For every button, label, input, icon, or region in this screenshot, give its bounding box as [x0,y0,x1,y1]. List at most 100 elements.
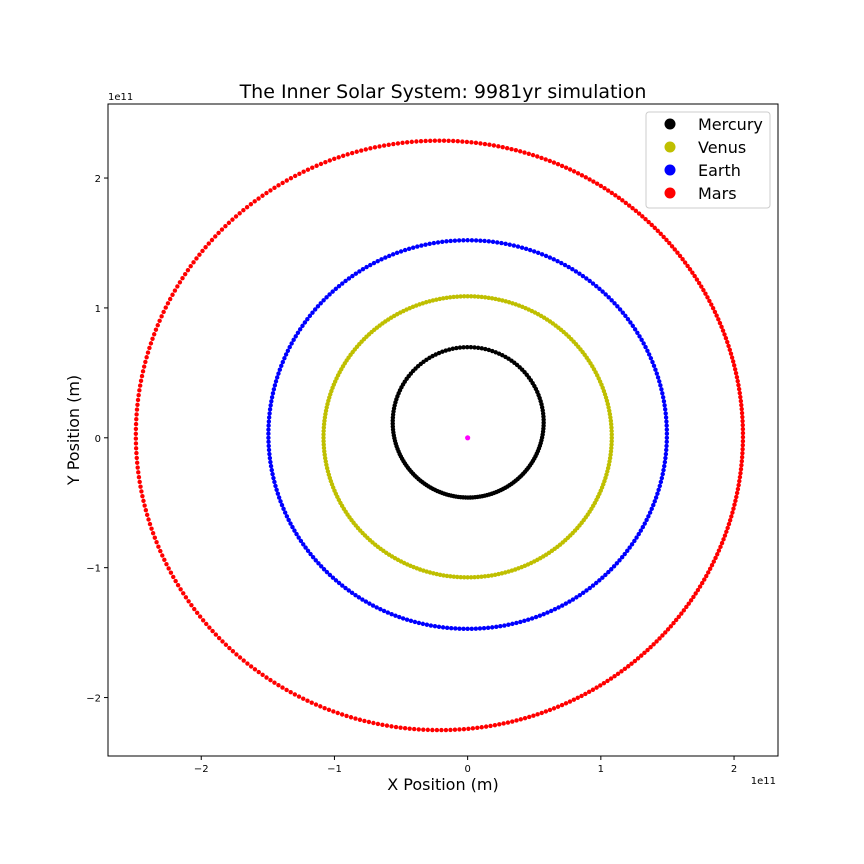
orbit-point [345,152,350,157]
orbit-point [353,592,358,598]
orbit-point [210,628,215,634]
orbit-point [609,442,614,447]
orbit-point [580,273,586,279]
orbit-point [136,470,141,475]
orbit-point [335,710,340,716]
orbit-point [461,626,466,632]
orbit-point [322,705,327,711]
orbit-point [371,720,376,726]
orbit-point [514,620,519,626]
orbit-point [420,621,426,627]
orbit-point [458,575,463,580]
orbit-point [709,302,714,307]
orbit-point [653,367,658,372]
orbit-point [692,273,697,279]
orbit-point [731,506,736,511]
orbit-point [148,341,154,346]
orbit-point [432,138,438,143]
orbit-point [346,588,351,593]
orbit-point [441,296,446,301]
orbit-point [571,169,577,174]
orbit-point [473,140,479,146]
orbit-point [647,510,653,515]
orbit-point [404,140,410,145]
orbit-point [434,727,440,733]
orbit-point [591,179,596,184]
orbit-point [384,723,390,728]
orbit-point [740,418,745,424]
orbit-point [716,317,721,322]
orbit-point [639,337,644,343]
orbit-point [608,418,614,424]
orbit-point [701,287,706,293]
series-earth [266,238,670,632]
orbit-point [685,263,690,269]
y-tick-label: −2 [86,694,101,705]
orbit-point [737,478,742,484]
orbit-point [307,313,313,319]
orbit-point [555,162,561,167]
orbit-point [586,689,592,695]
x-tick-label: 2 [731,764,737,775]
orbit-point [276,371,281,376]
orbit-point [153,327,159,332]
orbit-point [725,525,730,531]
orbit-point [267,411,272,416]
orbit-point [605,188,611,193]
orbit-point [664,237,669,243]
orbit-point [653,495,659,500]
orbit-point [609,435,614,440]
orbit-point [625,316,631,322]
orbit-point [607,411,613,417]
series-mercury [390,344,546,500]
orbit-point [539,252,545,257]
orbit-point [730,359,736,364]
orbit-point [321,438,326,444]
orbit-point [654,371,660,376]
orbit-point [664,423,669,428]
orbit-point [606,405,611,410]
orbit-point [738,466,744,472]
orbit-point [237,655,243,660]
orbit-point [419,243,424,248]
orbit-point [178,587,183,592]
orbit-point [506,300,512,305]
orbit-point [182,271,188,277]
orbit-point [181,591,186,596]
orbit-point [268,188,273,193]
orbit-point [266,423,271,428]
orbit-point [180,275,185,281]
orbit-point [609,190,614,196]
orbit-point [681,608,687,613]
orbit-point [336,580,342,586]
orbit-point [472,575,477,580]
orbit-point [619,555,625,560]
orbit-point [356,595,362,600]
orbit-point [622,551,627,557]
orbit-point [707,298,712,304]
orbit-point [276,682,281,688]
orbit-point [150,336,155,341]
orbit-point [418,139,424,144]
orbit-point [606,462,612,467]
orbit-point [606,295,611,300]
y-tick-label: 2 [95,174,101,185]
orbit-point [324,462,329,467]
orbit-point [629,542,635,547]
orbit-point [663,407,668,412]
orbit-point [273,483,278,489]
orbit-point [645,348,650,353]
orbit-point [611,564,617,569]
orbit-point [490,239,496,245]
orbit-point [559,163,565,169]
orbit-point [310,310,315,315]
orbit-point [439,727,444,733]
orbit-point [280,685,285,690]
orbit-point [272,383,278,388]
orbit-point [272,680,277,685]
orbit-point [197,614,203,619]
orbit-point [309,700,314,705]
orbit-point [323,408,329,413]
orbit-point [197,252,202,257]
orbit-point [482,238,487,244]
